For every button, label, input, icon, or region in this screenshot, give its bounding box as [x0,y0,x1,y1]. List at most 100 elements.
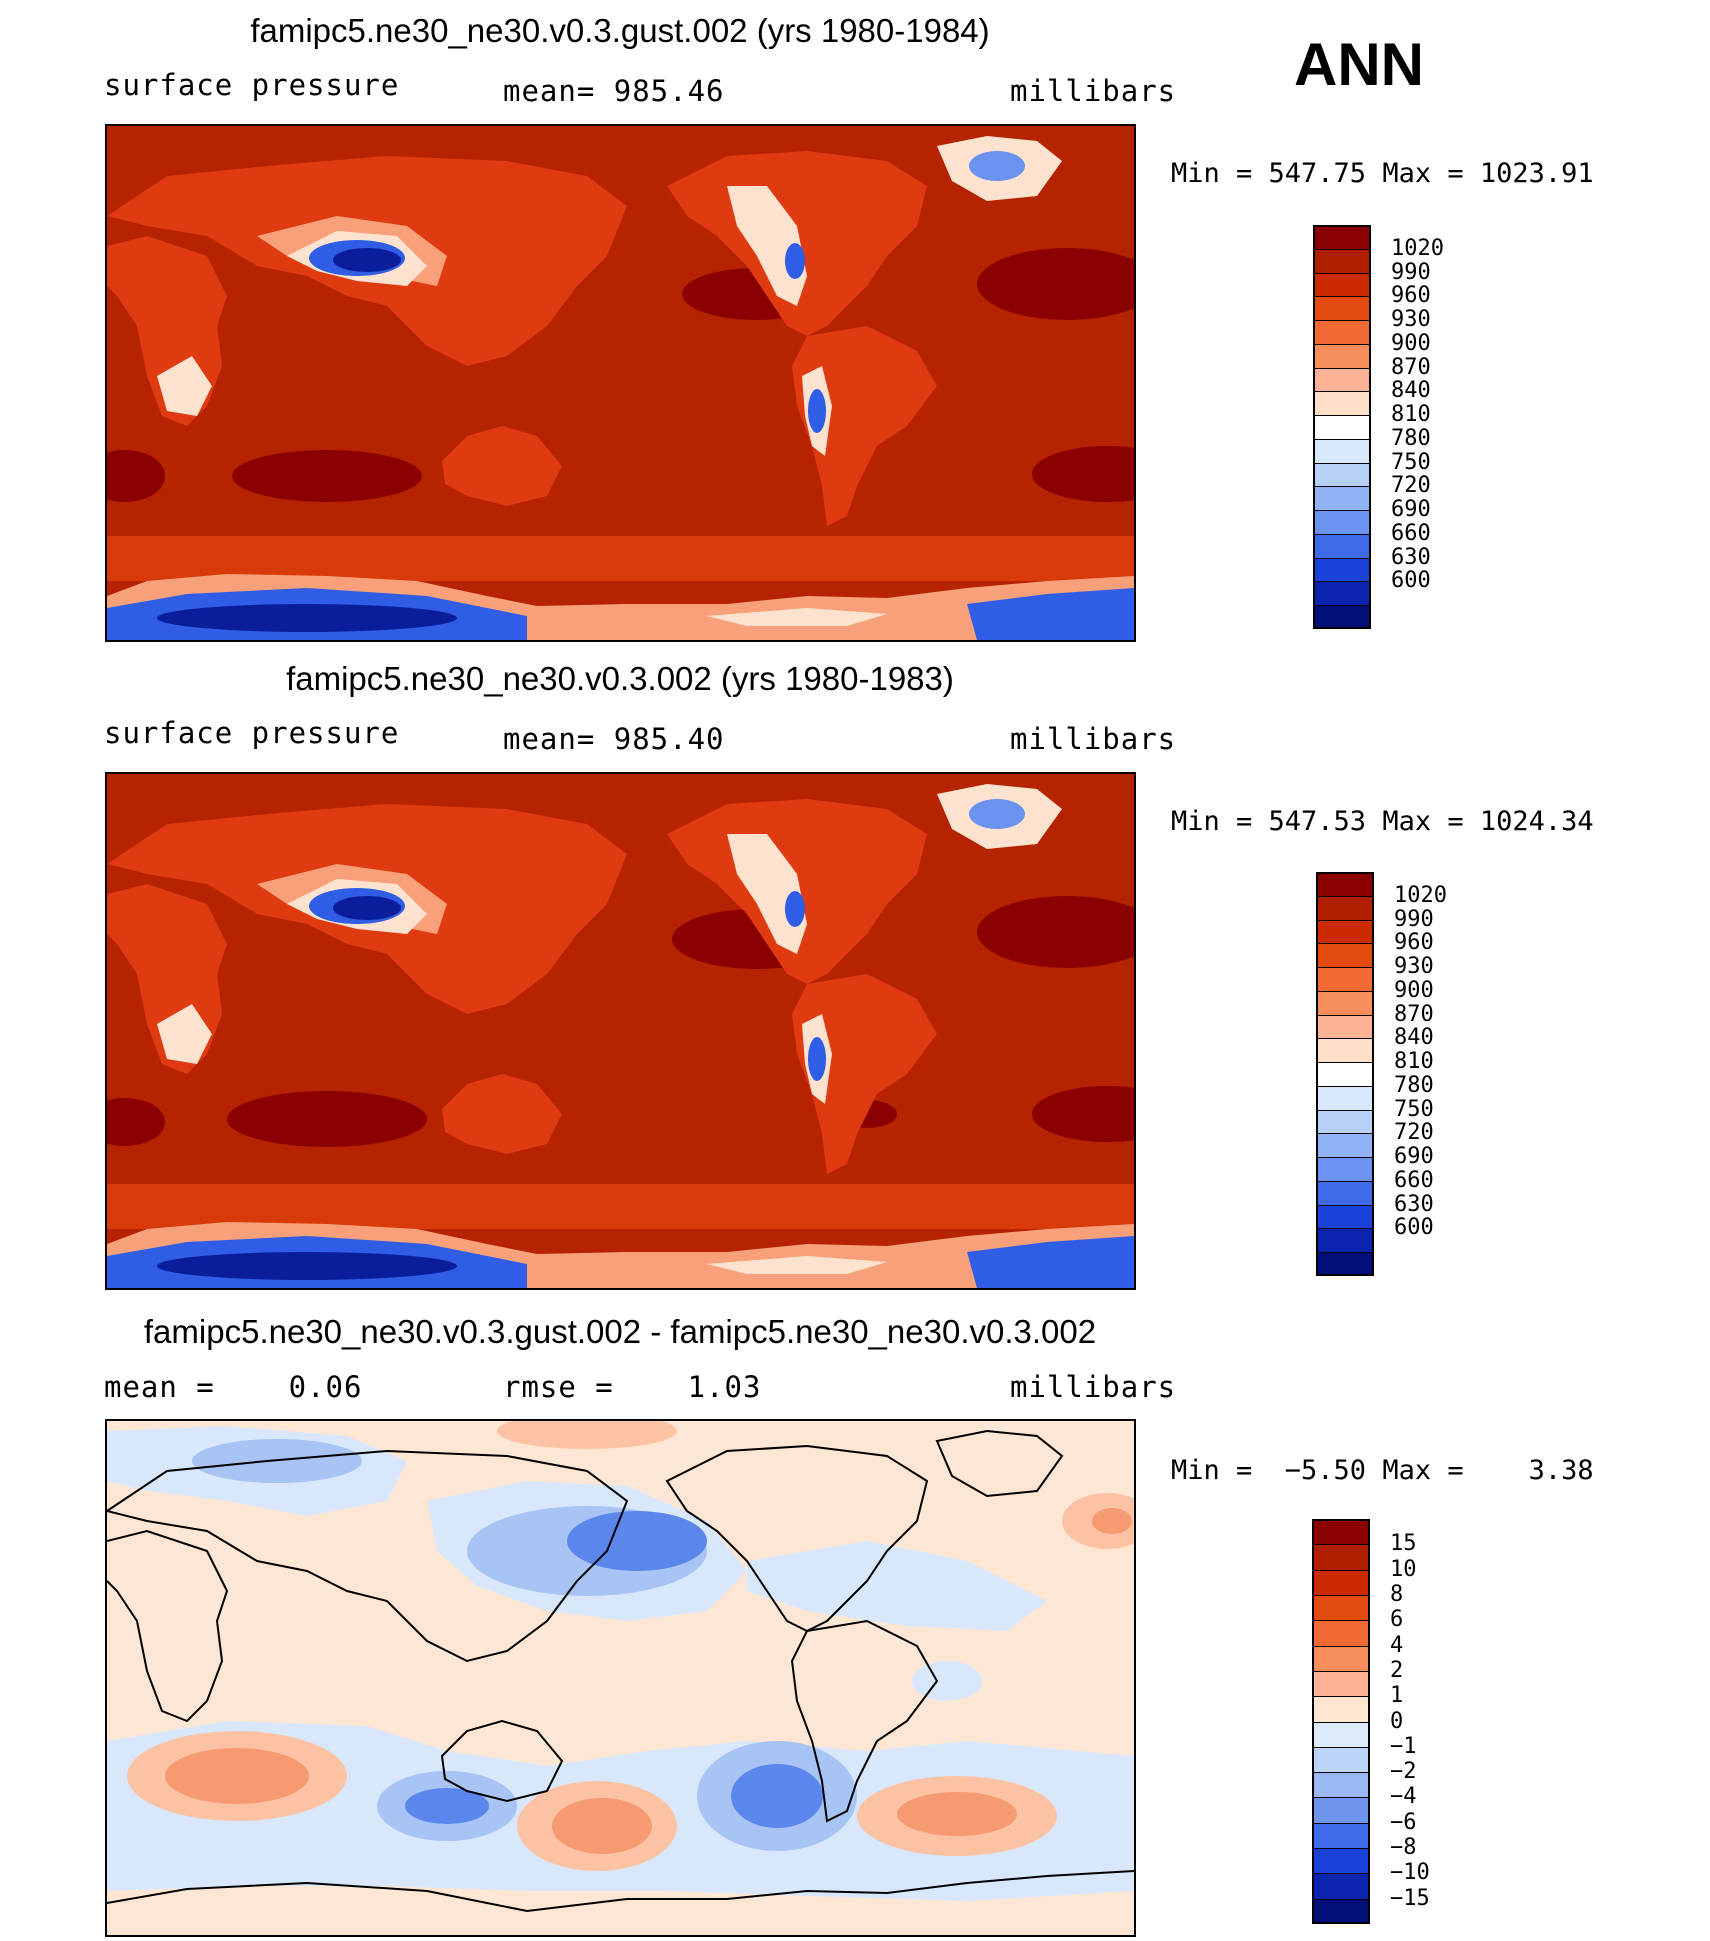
colorbar-tick-label: 630 [1391,544,1431,570]
positive-anomaly [497,1421,677,1449]
panel-3-units-label: millibars [1010,1370,1177,1404]
colorbar-swatch [1312,1645,1370,1671]
colorbar-swatch [1316,1038,1374,1063]
colorbar-tick-label: 870 [1394,1001,1434,1027]
south-africa-plateau [157,1004,212,1064]
andes-low [808,389,826,433]
colorbar-tick-label: 930 [1394,954,1434,980]
panel-3-mean-label: mean = 0.06 [104,1370,363,1404]
positive-anomaly [1092,1508,1132,1534]
colorbar-tick-label: 900 [1394,977,1434,1003]
colorbar-swatch [1313,533,1371,558]
panel-1-minmax: Min = 547.75 Max = 1023.91 [1171,158,1594,189]
rockies-pale [727,834,807,954]
colorbar-swatch [1312,1898,1370,1924]
colorbar-swatch [1316,1014,1374,1039]
panel-1-variable-label: surface pressure [104,68,400,102]
panel-2-title: famipc5.ne30_ne30.v0.3.002 (yrs 1980-198… [286,660,954,697]
rockies-pale [727,186,807,306]
colorbar-swatch [1313,367,1371,392]
colorbar-swatch [1313,296,1371,321]
colorbar-tick-label: −1 [1390,1733,1417,1759]
colorbar-tick-label: 780 [1394,1072,1434,1098]
colorbar-swatch [1312,1721,1370,1747]
colorbar-swatch [1313,605,1371,629]
negative-anomaly [731,1764,823,1828]
colorbar-tick-label: 750 [1391,449,1431,475]
colorbar-tick-label: −15 [1390,1885,1430,1911]
colorbar-tick-label: −6 [1390,1809,1417,1835]
west-antarctica [967,588,1134,640]
antarctic-plateau [157,604,457,632]
colorbar-tick-label: 4 [1390,1632,1404,1658]
panel-2-map [105,772,1136,1290]
high-pressure-cell [977,248,1134,320]
colorbar-swatch [1316,919,1374,944]
panel-1-colorbar: 1020 990 960 930 900 870 840 810 780 750 720 690 660… [1313,225,1513,629]
panel-1-units-label: millibars [1010,74,1177,108]
colorbar-tick-label: 930 [1391,307,1431,333]
colorbar-swatch [1313,415,1371,439]
colorbar-tick-label: 810 [1391,402,1431,428]
colorbar-tick-label: 750 [1394,1096,1434,1122]
colorbar-swatch [1316,1157,1374,1181]
high-pressure-cell [977,896,1134,968]
colorbar-tick-label: 0 [1390,1708,1404,1734]
south-africa-plateau [157,356,212,416]
antarctic-peninsula [707,1256,887,1274]
colorbar-tick-label: −10 [1390,1860,1430,1886]
high-pressure-cell [232,450,422,502]
greenland-ice [969,799,1025,829]
colorbar-swatch [1316,1062,1374,1086]
positive-anomaly [552,1798,652,1854]
negative-anomaly [747,1541,1047,1631]
colorbar-tick-label: 810 [1394,1049,1434,1075]
panel-3-colorbar: 15 10 8 6 4 2 1 0 −1 −2 −4 −6 −8 −10 −15 [1312,1519,1512,1924]
colorbar-tick-label: 1020 [1391,235,1444,261]
high-pressure-cell [107,1098,165,1146]
colorbar-tick-label: 690 [1391,497,1431,523]
colorbar-swatch [1316,1180,1374,1205]
colorbar-tick-label: −8 [1390,1835,1417,1861]
colorbar-swatch [1313,391,1371,416]
tibet-core [333,248,401,272]
colorbar-tick-label: 990 [1394,906,1434,932]
colorbar-tick-label: 630 [1394,1191,1434,1217]
high-pressure-cell [107,450,165,502]
colorbar-swatch [1316,1133,1374,1158]
southern-band [107,1184,1134,1229]
coastlines [107,1429,1134,1913]
colorbar-tick-label: 660 [1394,1167,1434,1193]
colorbar-swatch [1316,872,1374,896]
panel-3-rmse-label: rmse = 1.03 [503,1370,762,1404]
colorbar-tick-label: 660 [1391,520,1431,546]
colorbar-tick-label: 720 [1394,1120,1434,1146]
colorbar-tick-label: 1 [1390,1683,1404,1709]
colorbar-tick-label: 720 [1391,473,1431,499]
panel-1-title: famipc5.ne30_ne30.v0.3.gust.002 (yrs 198… [250,12,990,49]
panel-2-units-label: millibars [1010,722,1177,756]
antarctic-plateau [157,1252,457,1280]
colorbar-swatch [1313,557,1371,582]
colorbar-swatch [1312,1848,1370,1874]
colorbar-tick-label: 840 [1391,378,1431,404]
colorbar-swatch [1313,510,1371,534]
colorbar-tick-label: −4 [1390,1784,1417,1810]
australia-land [442,1074,562,1154]
colorbar-tick-label: 870 [1391,354,1431,380]
panel-2-variable-label: surface pressure [104,716,400,750]
west-antarctica [967,1236,1134,1288]
colorbar-swatch [1316,943,1374,968]
colorbar-swatch [1316,895,1374,920]
negative-anomaly [405,1788,489,1824]
antarctic-peninsula [707,608,887,626]
colorbar-swatch [1312,1620,1370,1646]
colorbar-tick-label: 960 [1394,930,1434,956]
colorbar-swatch [1312,1544,1370,1570]
colorbar-tick-label: 6 [1390,1607,1404,1633]
panel-3-minmax: Min = −5.50 Max = 3.38 [1171,1455,1594,1486]
colorbar-swatch [1316,1085,1374,1110]
colorbar-swatch [1316,967,1374,991]
colorbar-swatch [1313,462,1371,487]
negative-anomaly [567,1511,707,1571]
